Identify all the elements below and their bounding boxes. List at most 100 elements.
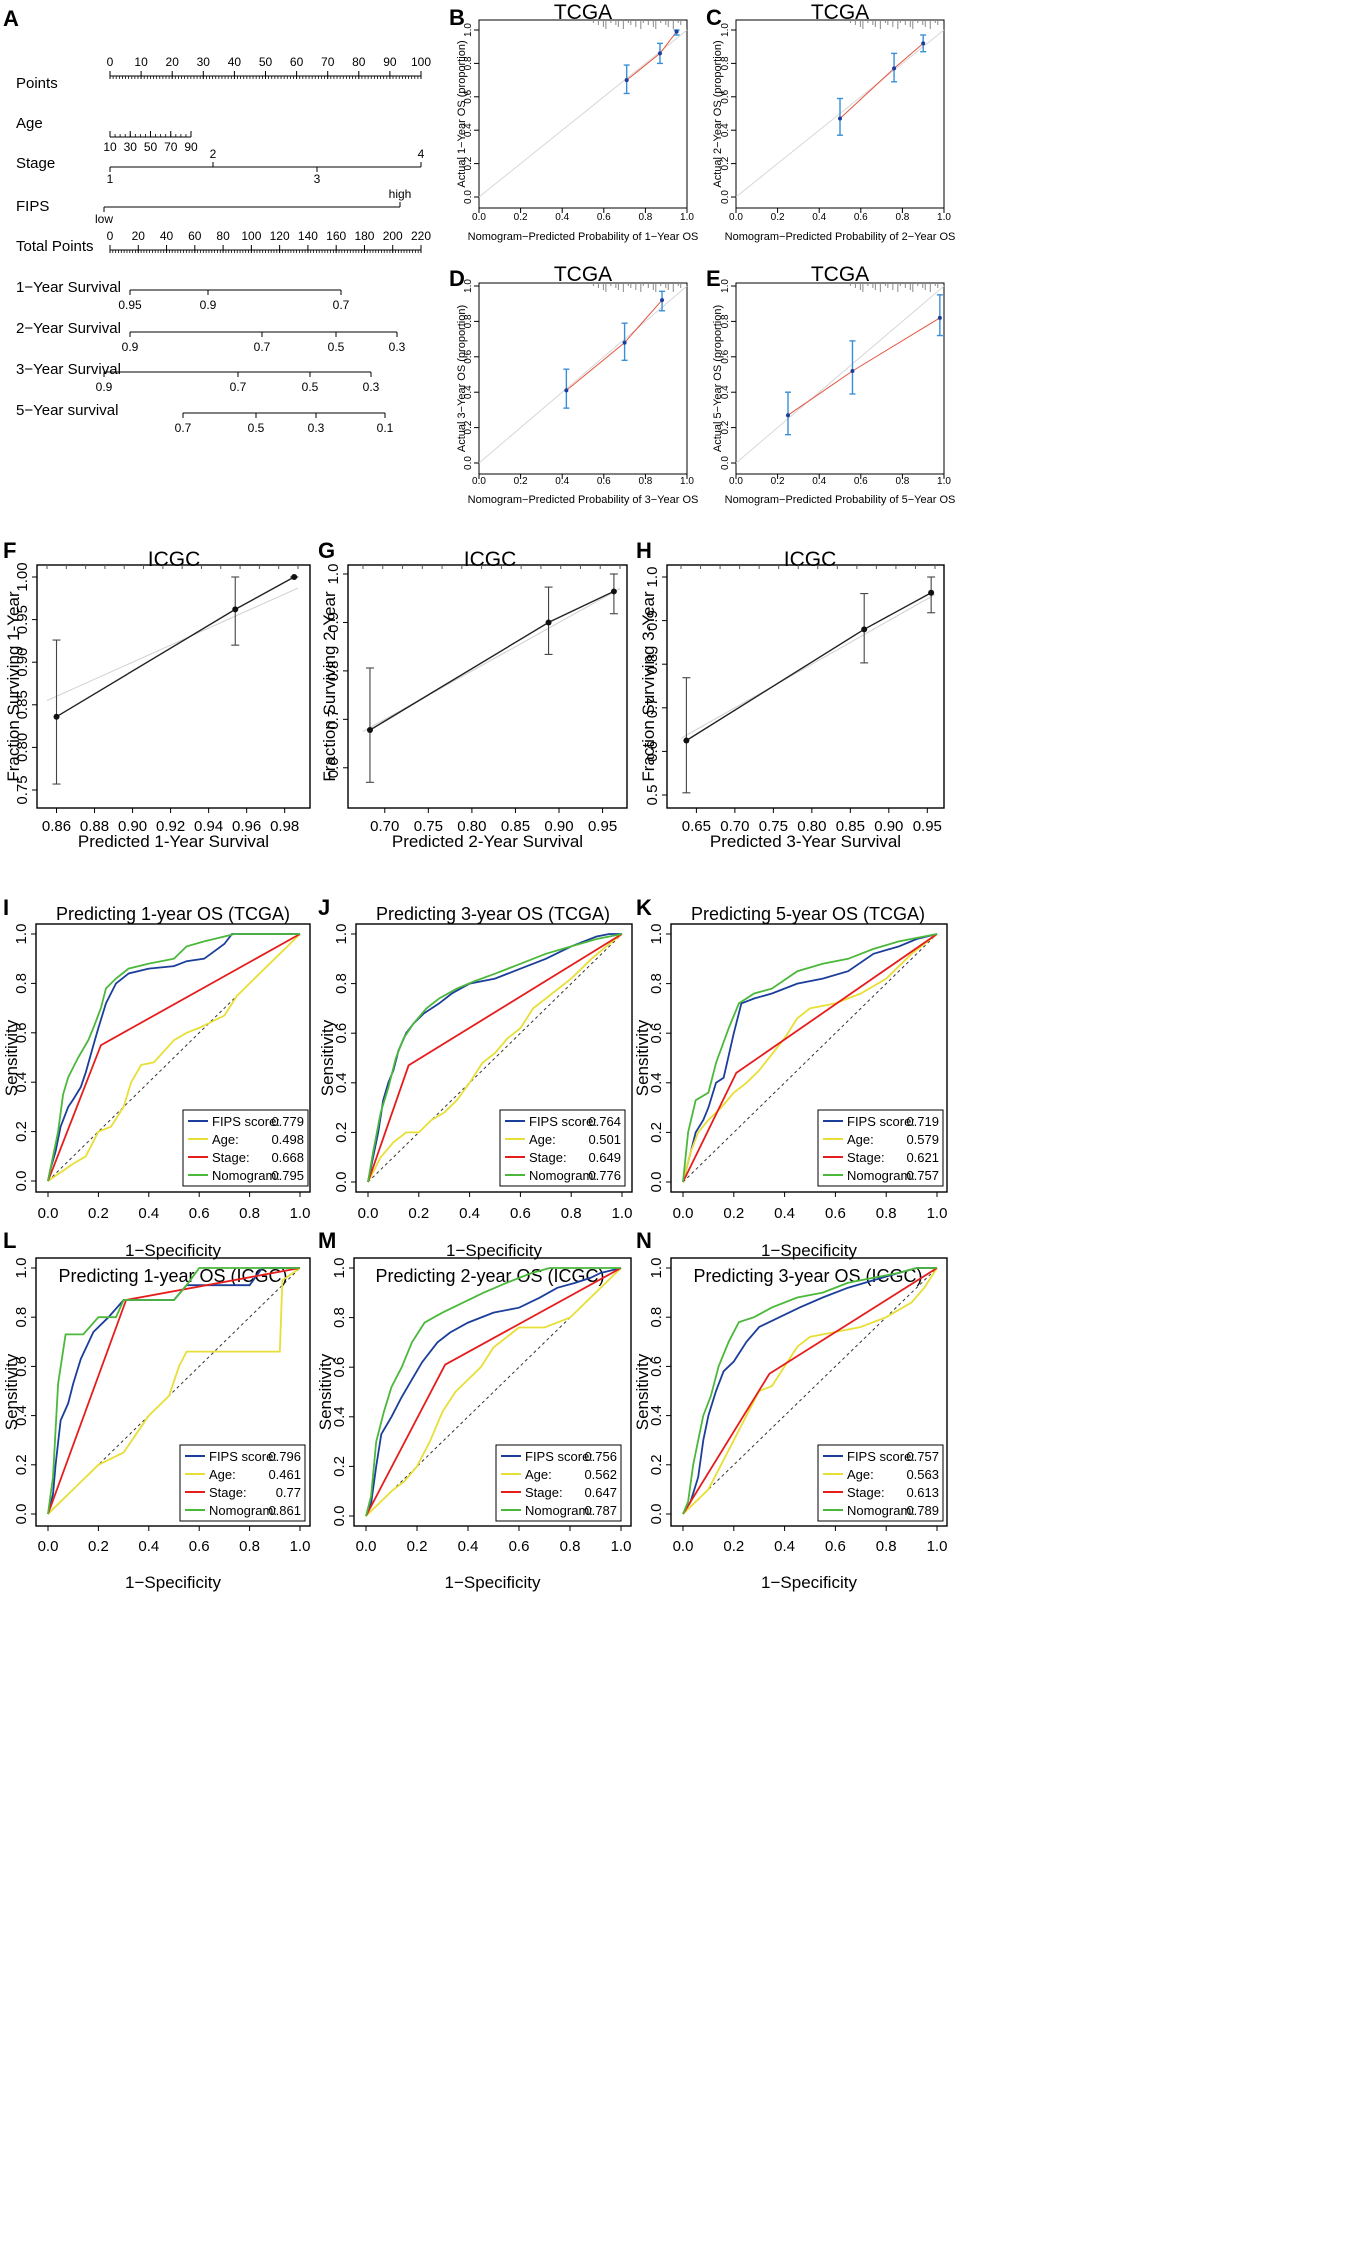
legend-auc-value: 0.77 [276, 1485, 301, 1500]
panel-c: 0.0 0.2 0.4 0.6 0.8 1.00.00.20.40.60.81.0C TCG… [706, 1, 955, 243]
x-tick-label: 0.6 [854, 476, 868, 487]
x-axis-label: 1−Specificity [125, 1573, 221, 1592]
survival-tick-label: 0.3 [389, 340, 406, 354]
legend-label: FIPS score: [529, 1114, 597, 1129]
y-tick-label: 1.0 [463, 23, 474, 37]
legend-auc-value: 0.796 [268, 1449, 301, 1464]
legend-label: Nomogram: [525, 1503, 593, 1518]
y-axis-label: Sensitivity [2, 1353, 21, 1430]
legend-auc-value: 0.789 [906, 1503, 939, 1518]
calibration-point [545, 619, 552, 626]
x-tick-label: 0.98 [270, 818, 299, 835]
legend-auc-value: 0.764 [588, 1114, 621, 1129]
y-tick-label: 0.6 [463, 349, 474, 363]
roc-curve-green [365, 1267, 621, 1517]
legend: FIPS score:0.779 Age: 0.498 Stage: 0.668 Nomo… [182, 1109, 309, 1187]
y-tick-label: 0.4 [648, 1405, 665, 1426]
x-tick-label: 0.6 [510, 1205, 531, 1222]
legend-label: Stage: [209, 1485, 247, 1500]
total-points-axis-tick-label: 200 [383, 229, 403, 243]
y-tick-label: 0.8 [648, 973, 665, 994]
y-tick-label: 1.0 [333, 924, 350, 945]
panel-b: 0.0 0.2 0.4 0.6 0.8 1.00.00.20.40.60.81.0B TCG… [449, 1, 698, 243]
x-tick-label: 0.2 [723, 1538, 744, 1555]
panel-letter: C [706, 5, 722, 30]
survival-tick-label: 0.7 [254, 340, 271, 354]
y-axis-label: Sensitivity [316, 1353, 335, 1430]
x-axis-label: Predicted 3-Year Survival [710, 832, 901, 851]
survival-tick-label: 0.3 [363, 380, 380, 394]
panel-letter: F [3, 538, 16, 563]
x-tick-label: 0.6 [189, 1205, 210, 1222]
y-tick-label: 0.8 [13, 1307, 30, 1328]
legend-auc-value: 0.579 [906, 1132, 939, 1147]
panel-letter: L [3, 1228, 16, 1253]
y-tick-label: 0.2 [648, 1454, 665, 1475]
y-tick-label: 0.4 [13, 1405, 30, 1426]
legend-label: FIPS score: [847, 1449, 915, 1464]
plot-frame [670, 1257, 948, 1527]
points-axis-tick-label: 50 [259, 55, 273, 69]
roc-curve-blue [682, 1267, 937, 1515]
roc-curve-red [682, 1267, 938, 1515]
total-points-axis-tick-label: 160 [326, 229, 346, 243]
roc-curve-yellow [47, 933, 301, 1182]
points-axis-tick-label: 80 [352, 55, 366, 69]
legend-box [499, 1109, 626, 1187]
plot-frame [36, 564, 311, 809]
calibration-point [53, 713, 60, 720]
plot-frame [478, 19, 688, 209]
legend-label: Age: [212, 1132, 239, 1147]
legend-auc-value: 0.779 [271, 1114, 304, 1129]
y-tick-label: 0.0 [648, 1172, 665, 1193]
x-tick-label: 0.75 [414, 818, 443, 835]
x-tick-label: 0.8 [876, 1205, 897, 1222]
calibration-point [610, 588, 617, 595]
calibration-point [657, 51, 662, 56]
nomogram-row-label: 5−Year survival [16, 402, 118, 419]
y-tick-label: 0.2 [648, 1122, 665, 1143]
chart-title: TCGA [554, 263, 612, 286]
roc-curve-yellow [47, 1267, 301, 1515]
x-tick-label: 0.2 [771, 476, 785, 487]
x-tick-label: 0.4 [812, 212, 826, 223]
legend-label: FIPS score: [212, 1114, 280, 1129]
y-tick-label: 0.0 [13, 1171, 30, 1192]
calibration-point [683, 737, 690, 744]
y-tick-label: 0.9 [644, 610, 661, 631]
legend-auc-value: 0.562 [584, 1467, 617, 1482]
panel-k: 0.0 0.2 0.4 0.6 0.8 1.0 0.0 0.2 0.4 0.6 0.8 1.0 K Pre… [633, 895, 948, 1260]
total-points-axis-tick-label: 80 [216, 229, 230, 243]
x-tick-label: 0.90 [874, 818, 903, 835]
x-axis-label: 1−Specificity [761, 1241, 857, 1260]
legend-auc-value: 0.649 [588, 1150, 621, 1165]
y-axis-label: Actual 5−Year OS (proportion) [712, 305, 724, 452]
panel-g: 0.70 0.75 0.80 0.85 0.90 0.95 0.6 0.7 0.8 0.9 1.0G… [318, 538, 628, 851]
survival-tick-label: 0.7 [175, 421, 192, 435]
age-axis-tick-label: 70 [164, 140, 178, 154]
x-tick-label: 0.4 [774, 1205, 795, 1222]
y-tick-label: 1.0 [648, 924, 665, 945]
survival-tick-label: 0.9 [122, 340, 139, 354]
roc-curve-red [367, 933, 623, 1183]
stage-tick-label: 3 [314, 172, 321, 186]
survival-tick-label: 0.7 [333, 298, 350, 312]
x-tick-label: 0.8 [876, 1538, 897, 1555]
age-axis-tick-label: 50 [144, 140, 158, 154]
nomogram-row-label: 1−Year Survival [16, 279, 121, 296]
x-tick-label: 0.0 [673, 1205, 694, 1222]
x-axis-label: Nomogram−Predicted Probability of 1−Year… [468, 231, 699, 243]
x-tick-label: 0.8 [895, 476, 909, 487]
y-axis-label: Sensitivity [633, 1019, 652, 1096]
y-tick-label: 0.8 [333, 973, 350, 994]
y-axis-label: Actual 2−Year OS (proportion) [712, 40, 724, 187]
x-tick-label: 1.0 [290, 1538, 311, 1555]
x-tick-label: 0.85 [501, 818, 530, 835]
legend-label: Nomogram: [847, 1503, 915, 1518]
x-tick-label: 0.2 [88, 1538, 109, 1555]
ideal-line [478, 285, 688, 464]
chart-title: ICGC [148, 548, 201, 571]
y-tick-label: 0.7 [325, 709, 342, 730]
x-tick-label: 1.0 [611, 1538, 632, 1555]
points-axis-tick-label: 70 [321, 55, 335, 69]
